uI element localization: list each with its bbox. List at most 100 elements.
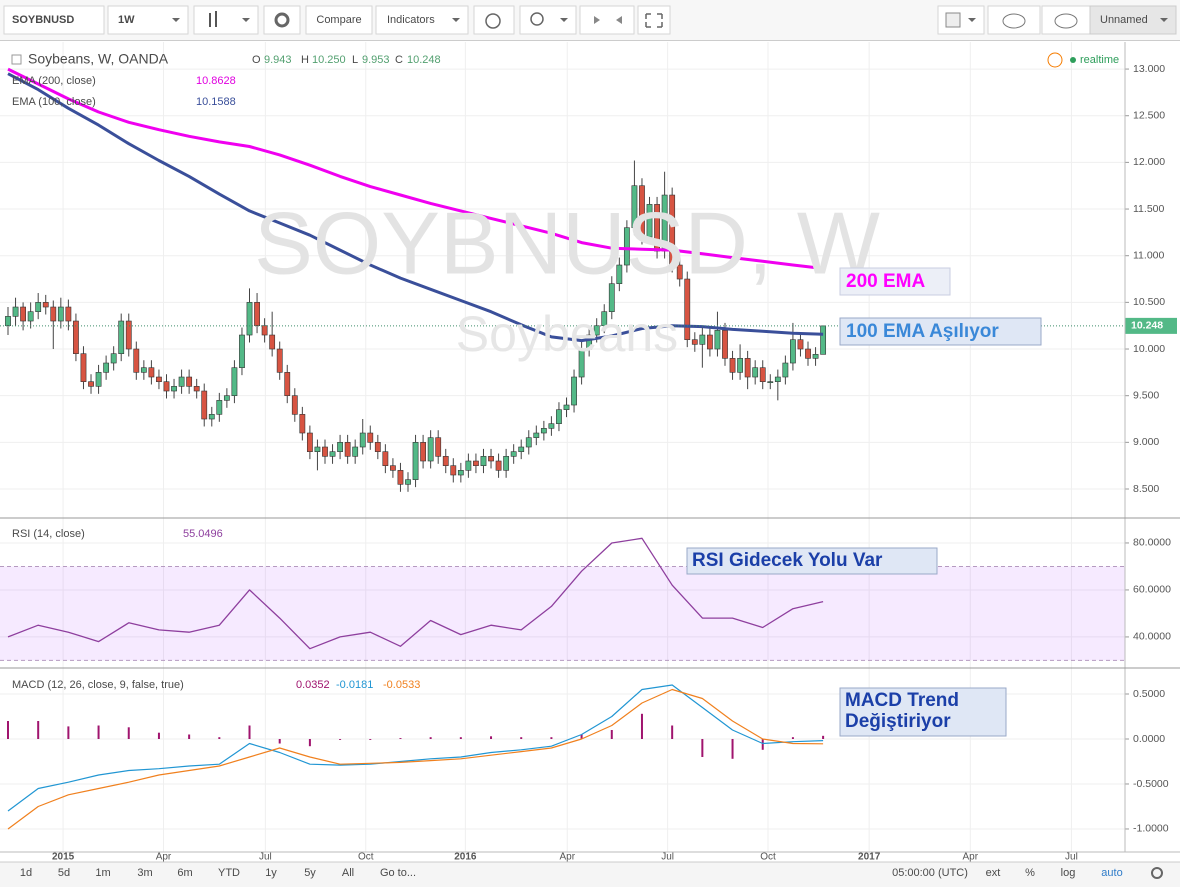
histogram-legend-value: 0.0352 xyxy=(296,679,330,691)
annotation-box xyxy=(686,547,938,575)
interval-text: 1W xyxy=(118,14,135,26)
candle-body xyxy=(427,437,434,462)
range-button[interactable]: 6m xyxy=(177,867,192,879)
candle-body xyxy=(352,446,359,457)
candle-body xyxy=(390,465,396,471)
rsi-legend-value: 55.0496 xyxy=(183,528,223,540)
symbol-button[interactable] xyxy=(3,5,105,35)
range-button[interactable]: 1y xyxy=(265,867,277,879)
candle-body xyxy=(193,386,200,392)
y-tick-label: 80.0000 xyxy=(1133,537,1171,549)
candle-body xyxy=(488,456,494,462)
undo-redo-button[interactable] xyxy=(579,5,635,35)
candle-body xyxy=(163,381,170,392)
candle-body xyxy=(88,381,94,387)
layout-name-button[interactable] xyxy=(1089,5,1177,35)
candle-body xyxy=(631,185,638,229)
histogram-bar xyxy=(7,721,9,739)
annotation: 200 EMA xyxy=(846,271,925,292)
candle-body xyxy=(435,437,442,457)
range-button[interactable]: 3m xyxy=(137,867,152,879)
realtime-label: realtime xyxy=(1080,54,1119,66)
collapse-icon[interactable] xyxy=(11,54,22,65)
save-button[interactable] xyxy=(1041,5,1091,35)
bottom-bar-bg xyxy=(0,862,1180,887)
option-button[interactable]: % xyxy=(1025,867,1035,879)
ema200-legend: EMA (200, close) xyxy=(12,75,96,87)
load-button[interactable] xyxy=(987,5,1041,35)
y-tick-label: 40.0000 xyxy=(1133,631,1171,643)
x-tick-label: Oct xyxy=(760,852,776,863)
candle-body xyxy=(397,470,404,485)
range-button[interactable]: 1m xyxy=(95,867,110,879)
settings-icon[interactable] xyxy=(1151,867,1163,879)
candle-body xyxy=(133,348,140,373)
cloud-icon xyxy=(1002,13,1026,29)
layout-button[interactable] xyxy=(937,5,985,35)
histogram-bar xyxy=(791,737,794,739)
candle-body xyxy=(382,451,389,466)
histogram-bar xyxy=(399,738,402,739)
rsi-band xyxy=(0,566,1125,661)
range-button[interactable]: YTD xyxy=(218,867,240,879)
warning-icon[interactable] xyxy=(1047,52,1063,68)
candle-body xyxy=(699,334,706,345)
candle-body xyxy=(178,376,185,387)
candle-body xyxy=(646,204,653,238)
range-button[interactable]: 1d xyxy=(20,867,32,879)
ema100-legend: EMA (100, close) xyxy=(12,96,96,108)
ohlc-key: L xyxy=(352,54,358,66)
histogram-bar xyxy=(580,734,583,739)
range-button[interactable]: 5y xyxy=(304,867,316,879)
annotations: 200 EMA 100 EMA Aşılıyor RSI Gidecek Yol… xyxy=(686,267,1042,737)
candle-body xyxy=(284,372,291,396)
candle-body xyxy=(759,367,766,382)
range-button[interactable]: All xyxy=(342,867,354,879)
indicators-button[interactable] xyxy=(375,5,469,35)
candle-body xyxy=(329,451,336,457)
candle-body xyxy=(254,302,260,326)
histogram-bar xyxy=(339,738,342,740)
candle-body xyxy=(261,325,268,336)
y-tick-label: -1.0000 xyxy=(1133,823,1169,835)
alert-icon xyxy=(485,13,501,29)
candle-body xyxy=(495,460,502,471)
candle-body xyxy=(548,423,555,429)
candle-body xyxy=(299,414,306,434)
candle-body xyxy=(601,311,608,326)
ema100-legend-value: 10.1588 xyxy=(196,96,236,108)
compare-button[interactable] xyxy=(305,5,373,35)
option-button[interactable]: ext xyxy=(986,867,1001,879)
y-tick-label: 0.5000 xyxy=(1133,688,1165,700)
candle-body xyxy=(540,428,547,434)
ohlc-key: O xyxy=(252,54,261,66)
annotation: MACD Trend xyxy=(845,690,959,711)
goto-button[interactable]: Go to... xyxy=(380,867,416,879)
histogram-bar xyxy=(188,734,191,739)
option-button[interactable]: log xyxy=(1061,867,1076,879)
alert-button[interactable] xyxy=(473,5,515,35)
indicators-text: Indicators xyxy=(387,14,435,26)
annotation: Değiştiriyor xyxy=(845,711,951,732)
histogram-bar xyxy=(731,738,734,759)
candle-body xyxy=(518,446,525,452)
candle-body xyxy=(95,372,102,387)
chart-style-button[interactable] xyxy=(193,5,259,35)
histogram-bar xyxy=(278,738,281,744)
fullscreen-button[interactable] xyxy=(637,5,671,35)
candle-body xyxy=(148,367,155,378)
toolbar: SOYBNUSD 1W Compare Indicators Unnamed xyxy=(0,0,1180,41)
option-button[interactable]: auto xyxy=(1101,867,1122,879)
y-tick-label: 60.0000 xyxy=(1133,584,1171,596)
candle-body xyxy=(623,227,630,266)
y-tick-label: 11.000 xyxy=(1133,249,1164,261)
settings-button[interactable] xyxy=(263,5,301,35)
candle-body xyxy=(510,451,517,457)
candle-body xyxy=(669,194,676,266)
dropdown-arrow xyxy=(242,18,250,22)
dropdown-arrow xyxy=(1160,18,1168,22)
y-tick-label: 13.000 xyxy=(1133,63,1165,75)
ideas-button[interactable] xyxy=(519,5,577,35)
histogram-bar xyxy=(550,737,553,739)
range-button[interactable]: 5d xyxy=(58,867,70,879)
